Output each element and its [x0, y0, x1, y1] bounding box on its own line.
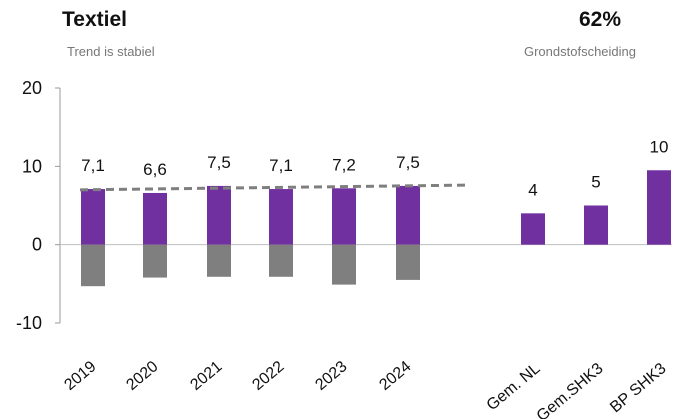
bar-negative-2023: [332, 244, 356, 285]
y-tick-label: 20: [22, 78, 42, 98]
y-tick-label: 10: [22, 156, 42, 176]
data-label-2024: 7,5: [396, 153, 420, 172]
x-label-bp-shk3: BP SHK3: [607, 360, 670, 416]
x-label-2019: 2019: [61, 358, 99, 394]
y-tick-label: 0: [32, 235, 42, 255]
bar-negative-2020: [143, 244, 167, 278]
bar-positive-2021: [207, 185, 231, 245]
data-label-2021: 7,5: [207, 153, 231, 172]
data-label-gem-shk3: 5: [591, 173, 600, 192]
data-label-2022: 7,1: [269, 156, 293, 175]
data-label-gem-nl: 4: [528, 180, 537, 199]
bar-gem-nl: [521, 213, 545, 245]
metric-value: 62%: [578, 8, 622, 31]
bar-positive-2020: [143, 192, 167, 245]
chart-subtitle: Trend is stabiel: [67, 44, 155, 59]
data-label-2019: 7,1: [81, 156, 105, 175]
bar-bp-shk3: [647, 170, 671, 245]
bar-negative-2019: [81, 244, 105, 287]
bar-positive-2022: [269, 189, 293, 245]
data-label-bp-shk3: 10: [650, 137, 669, 156]
bar-gem-shk3: [584, 205, 608, 245]
bar-positive-2024: [396, 185, 420, 245]
x-label-2023: 2023: [312, 358, 350, 394]
bar-positive-2019: [81, 189, 105, 245]
x-label-2021: 2021: [187, 358, 225, 394]
y-tick-label: -10: [16, 313, 42, 333]
x-label-gem-shk3: Gem.SHK3: [534, 360, 607, 419]
bar-negative-2022: [269, 244, 293, 277]
bar-positive-2023: [332, 188, 356, 245]
x-label-gem-nl: Gem. NL: [484, 360, 544, 414]
data-label-2023: 7,2: [332, 155, 356, 174]
x-label-2022: 2022: [249, 358, 287, 394]
bar-negative-2024: [396, 244, 420, 280]
x-label-2024: 2024: [376, 358, 414, 394]
metric-label: Grondstofscheiding: [523, 44, 636, 59]
x-label-2020: 2020: [123, 358, 161, 394]
bar-negative-2021: [207, 244, 231, 277]
chart-title: Textiel: [62, 8, 127, 31]
data-label-2020: 6,6: [143, 160, 167, 179]
